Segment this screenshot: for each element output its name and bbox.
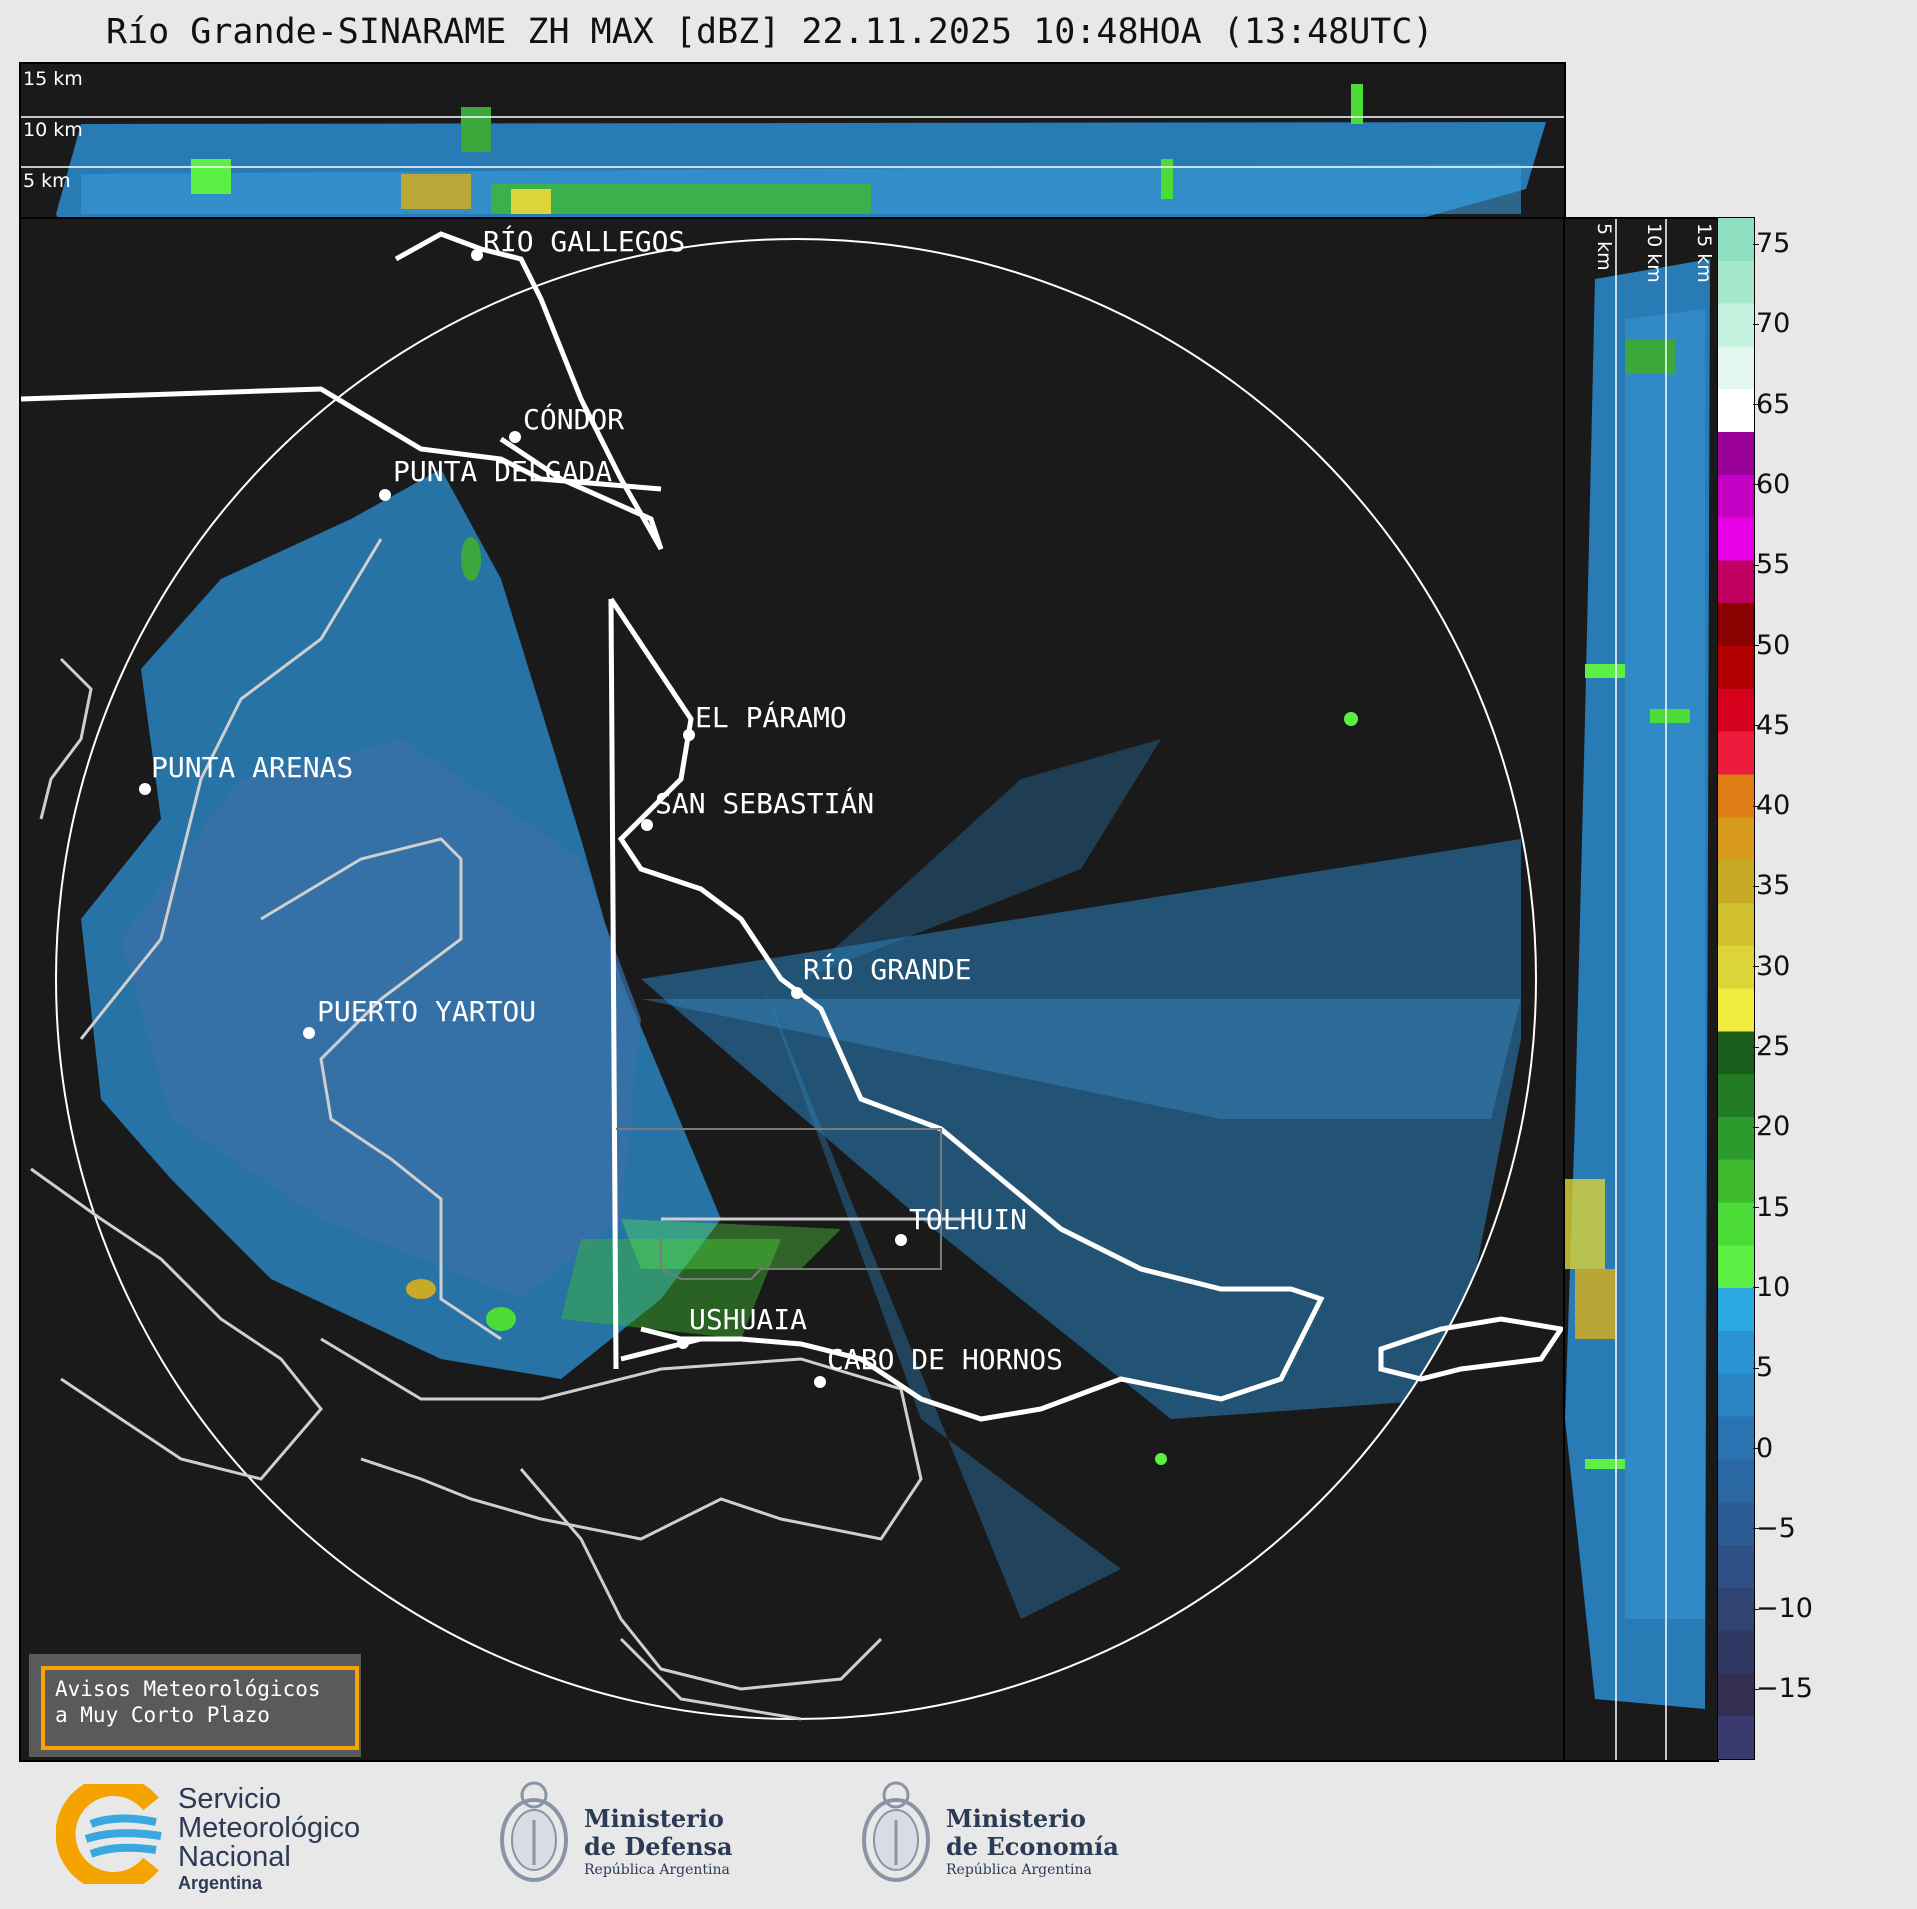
city-rio-grande: RÍO GRANDE [791, 952, 972, 999]
colorbar-tick-label: 10 [1752, 1271, 1791, 1303]
defensa-line3: República Argentina [584, 1862, 730, 1878]
svg-text:PUNTA DELGADA: PUNTA DELGADA [393, 455, 612, 488]
city-rio-gallegos: RÍO GALLEGOS [471, 224, 685, 261]
svg-text:RÍO GRANDE: RÍO GRANDE [803, 952, 972, 986]
defensa-seal-icon [500, 1781, 568, 1882]
avisos-line1: Avisos Meteorológicos [55, 1677, 321, 1701]
radar-map-svg: RÍO GALLEGOS CÓNDOR PUNTA DELGADA EL PÁR… [21, 224, 1564, 1721]
side-cross-section-plot [1565, 219, 1710, 1760]
city-ushuaia: USHUAIA [677, 1303, 807, 1349]
city-tolhuin: TOLHUIN [895, 1203, 1027, 1246]
svg-text:PUERTO YARTOU: PUERTO YARTOU [317, 995, 536, 1028]
smn-logo-text: Servicio Meteorológico Nacional Argentin… [178, 1785, 360, 1894]
svg-text:CABO DE HORNOS: CABO DE HORNOS [827, 1343, 1063, 1376]
city-san-sebastian: SAN SEBASTIÁN [641, 786, 874, 831]
height-label-10km: 10 km [23, 119, 83, 141]
svg-text:RÍO GALLEGOS: RÍO GALLEGOS [483, 224, 685, 258]
economia-seal-icon [862, 1781, 930, 1882]
side-height-cross-section: 5 km 10 km 15 km [1563, 217, 1719, 1762]
city-punta-arenas: PUNTA ARENAS [139, 751, 353, 795]
svg-text:TOLHUIN: TOLHUIN [909, 1203, 1027, 1236]
reflectivity-field [81, 469, 1521, 1619]
city-punta-delgada: PUNTA DELGADA [379, 455, 612, 501]
defensa-logo-text: Ministerio de Defensa República Argentin… [584, 1805, 733, 1879]
city-puerto-yartou: PUERTO YARTOU [303, 995, 536, 1039]
height-label-5km: 5 km [23, 170, 71, 192]
colorbar-tick-label: 30 [1752, 950, 1791, 982]
avisos-line2: a Muy Corto Plazo [55, 1703, 270, 1727]
economia-logo-text: Ministerio de Economía República Argenti… [946, 1805, 1119, 1879]
defensa-line2: de Defensa [584, 1832, 733, 1861]
smn-line3: Nacional [178, 1841, 291, 1873]
colorbar-tick-label: 40 [1752, 790, 1791, 822]
colorbar-tick-label: 45 [1752, 709, 1791, 741]
avisos-notice-box: Avisos Meteorológicos a Muy Corto Plazo [29, 1654, 361, 1757]
colorbar-tick-label: 60 [1752, 468, 1791, 500]
economia-line2: de Economía [946, 1832, 1119, 1861]
colorbar-tick-label: −5 [1753, 1512, 1796, 1544]
colorbar-tick-label: 15 [1752, 1191, 1791, 1223]
colorbar-tick-label: −10 [1753, 1593, 1813, 1625]
svg-text:USHUAIA: USHUAIA [689, 1303, 807, 1336]
svg-text:EL PÁRAMO: EL PÁRAMO [695, 700, 847, 734]
colorbar-tick-label: 70 [1752, 308, 1791, 340]
smn-line2: Meteorológico [178, 1812, 361, 1844]
colorbar-tick-label: 55 [1752, 549, 1791, 581]
page-title: Río Grande-SINARAME ZH MAX [dBZ] 22.11.2… [106, 12, 1434, 52]
dbz-colorbar [1717, 217, 1755, 1760]
border-lines [21, 231, 1564, 1422]
coastlines [30, 538, 961, 1721]
top-cross-section-plot [21, 84, 1564, 219]
height-label-15km: 15 km [23, 68, 83, 90]
svg-text:SAN SEBASTIÁN: SAN SEBASTIÁN [655, 786, 874, 820]
svg-text:PUNTA ARENAS: PUNTA ARENAS [151, 751, 353, 784]
colorbar-tick-label: 0 [1752, 1432, 1774, 1464]
side-height-label-10km: 10 km [1643, 223, 1665, 283]
defensa-line1: Ministerio [584, 1804, 724, 1833]
side-height-label-15km: 15 km [1693, 223, 1715, 283]
city-markers: RÍO GALLEGOS CÓNDOR PUNTA DELGADA EL PÁR… [139, 224, 1063, 1388]
economia-line3: República Argentina [946, 1862, 1092, 1878]
colorbar-tick-label: −15 [1753, 1673, 1813, 1705]
city-el-paramo: EL PÁRAMO [683, 700, 847, 741]
colorbar-tick-label: 35 [1752, 870, 1791, 902]
smn-line1: Servicio [178, 1783, 282, 1815]
province-boundary [616, 1128, 942, 1280]
colorbar-tick-label: 50 [1752, 629, 1791, 661]
radar-map: RÍO GALLEGOS CÓNDOR PUNTA DELGADA EL PÁR… [19, 217, 1566, 1762]
colorbar-tick-label: 65 [1752, 388, 1791, 420]
colorbar-tick-label: 5 [1752, 1352, 1774, 1384]
avisos-notice-frame: Avisos Meteorológicos a Muy Corto Plazo [41, 1666, 359, 1750]
economia-line1: Ministerio [946, 1804, 1086, 1833]
svg-text:CÓNDOR: CÓNDOR [523, 402, 624, 436]
colorbar-tick-label: 75 [1752, 228, 1791, 259]
colorbar-tick-label: 20 [1752, 1111, 1791, 1143]
city-cabo-de-hornos: CABO DE HORNOS [814, 1343, 1063, 1388]
colorbar-tick-label: 25 [1752, 1031, 1791, 1062]
smn-line4: Argentina [178, 1873, 263, 1893]
city-condor: CÓNDOR [509, 402, 624, 443]
smn-logo-icon [56, 1784, 162, 1884]
top-height-cross-section: 15 km 10 km 5 km [19, 62, 1566, 221]
side-height-label-5km: 5 km [1593, 223, 1615, 271]
